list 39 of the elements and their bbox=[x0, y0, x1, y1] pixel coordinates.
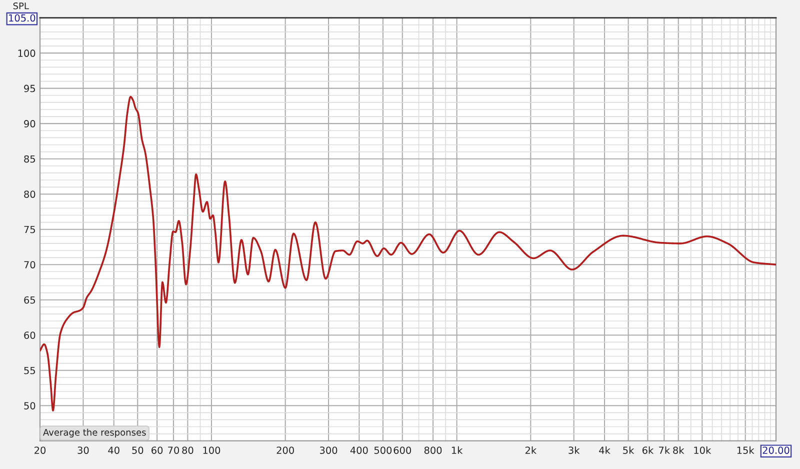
x-tick-label: 1k bbox=[452, 446, 463, 454]
y-tick-label: 85 bbox=[24, 155, 35, 163]
x-tick-label: 100 bbox=[203, 446, 220, 454]
y-tick-label: 90 bbox=[24, 120, 36, 128]
x-tick-label: 500 bbox=[374, 446, 392, 454]
y-axis-title: SPL bbox=[13, 2, 29, 10]
x-tick-label: 10k bbox=[694, 446, 712, 454]
y-tick-label: 80 bbox=[24, 190, 36, 198]
x-tick-label: 4k bbox=[599, 446, 610, 454]
y-tick-label: 100 bbox=[18, 50, 36, 57]
y-tick-label: 65 bbox=[24, 296, 35, 304]
x-tick-label: 15k bbox=[737, 446, 754, 454]
x-tick-label: 3k bbox=[568, 446, 580, 454]
x-tick-label: 60 bbox=[152, 446, 163, 454]
x-tick-label: 400 bbox=[350, 446, 368, 454]
x-tick-label: 30 bbox=[78, 446, 89, 454]
x-tick-label: 6k bbox=[642, 446, 654, 454]
x-tick-label: 70 bbox=[168, 446, 180, 454]
y-tick-label: 55 bbox=[24, 366, 35, 374]
x-tick-label: 7k bbox=[659, 446, 670, 454]
y-tick-label: 50 bbox=[24, 402, 36, 410]
y-tick-label: 60 bbox=[24, 332, 36, 339]
x-tick-label: 600 bbox=[394, 446, 412, 454]
x-tick-label: 300 bbox=[320, 446, 338, 454]
y-tick-label: 95 bbox=[24, 84, 35, 92]
x-tick-label: 40 bbox=[108, 446, 120, 454]
x-tick-label: 200 bbox=[276, 446, 294, 454]
x-tick-label: 5k bbox=[623, 446, 634, 454]
x-tick-label: 8k bbox=[673, 446, 684, 454]
x-tick-label: 50 bbox=[132, 446, 144, 454]
x-tick-label: 2k bbox=[525, 446, 537, 454]
y-tick-label: 70 bbox=[24, 261, 36, 268]
y-tick-label: 105.0 bbox=[9, 14, 36, 22]
annotation: Average the responses bbox=[43, 428, 146, 438]
x-tick-label: 800 bbox=[424, 446, 442, 454]
x-tick-label: 20 bbox=[34, 446, 46, 454]
x-tick-label: 80 bbox=[182, 446, 194, 454]
y-tick-label: 75 bbox=[24, 226, 35, 234]
text: 20.00 bbox=[762, 446, 790, 454]
